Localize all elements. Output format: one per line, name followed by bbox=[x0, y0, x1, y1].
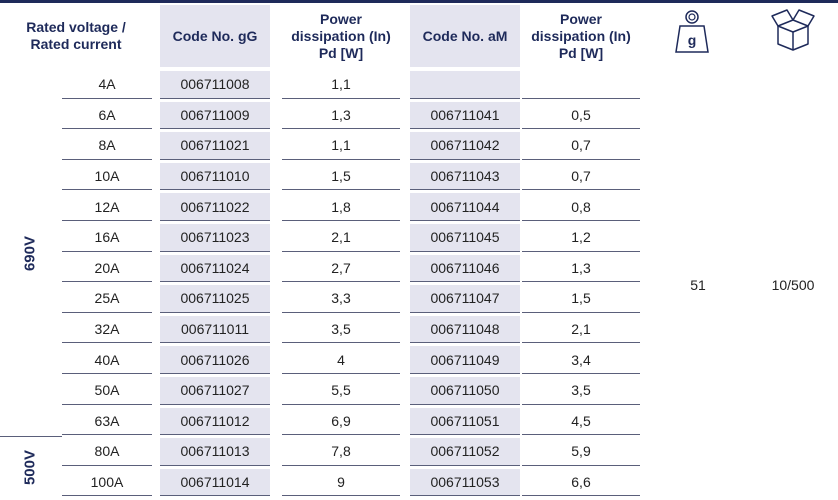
table-cell: 006711050 bbox=[410, 377, 520, 405]
table-cell: 006711053 bbox=[410, 468, 520, 497]
table-cell: 006711008 bbox=[160, 71, 270, 99]
weight-value: 51 bbox=[690, 277, 706, 294]
table-cell: 10A bbox=[62, 163, 152, 191]
table-cell: 006711013 bbox=[160, 438, 270, 466]
table-cell: 20A bbox=[62, 255, 152, 283]
table-cell: 006711048 bbox=[410, 315, 520, 344]
table-cell: 3,4 bbox=[522, 346, 640, 374]
table-cell: 2,1 bbox=[522, 316, 640, 344]
table-cell: 0,7 bbox=[522, 132, 640, 160]
table-cell: 006711014 bbox=[160, 468, 270, 497]
table-cell: 1,5 bbox=[282, 163, 400, 191]
table-cell bbox=[410, 71, 520, 99]
table-cell: 7,8 bbox=[282, 438, 400, 466]
weight-icon: g bbox=[675, 10, 709, 53]
weight-unit: g bbox=[688, 32, 697, 48]
table-cell: 006711052 bbox=[410, 438, 520, 466]
table-cell: 3,5 bbox=[522, 377, 640, 405]
table-cell: 006711012 bbox=[160, 407, 270, 436]
table-cell: 3,5 bbox=[282, 316, 400, 344]
table-cell: 006711023 bbox=[160, 224, 270, 252]
table-cell bbox=[522, 71, 640, 99]
table-cell: 006711044 bbox=[410, 193, 520, 221]
voltage-label: 690V bbox=[21, 235, 39, 271]
table-cell: 1,1 bbox=[282, 132, 400, 160]
table-cell: 1,3 bbox=[282, 102, 400, 130]
table-cell: 006711046 bbox=[410, 254, 520, 283]
table-cell: 1,3 bbox=[522, 255, 640, 283]
table-cell: 006711042 bbox=[410, 132, 520, 160]
table-cell: 6A bbox=[62, 102, 152, 130]
table-cell: 006711051 bbox=[410, 407, 520, 436]
table-cell: 0,7 bbox=[522, 163, 640, 191]
table-cell: 006711049 bbox=[410, 346, 520, 374]
table-cell: 1,5 bbox=[522, 285, 640, 313]
package-icon bbox=[771, 9, 815, 51]
table-cell: 006711022 bbox=[160, 193, 270, 221]
table-cell: 1,8 bbox=[282, 193, 400, 221]
table-cell: 006711009 bbox=[160, 101, 270, 130]
table-cell: 4A bbox=[62, 71, 152, 99]
table-cell: 6,9 bbox=[282, 408, 400, 436]
header-cell: Power dissipation (In) Pd [W] bbox=[291, 10, 391, 61]
table-cell: 0,5 bbox=[522, 102, 640, 130]
table-cell: 40A bbox=[62, 346, 152, 374]
table-cell: 12A bbox=[62, 193, 152, 221]
table-cell: 006711045 bbox=[410, 224, 520, 252]
table-cell: 4 bbox=[282, 346, 400, 374]
table-cell: 50A bbox=[62, 377, 152, 405]
top-rule bbox=[0, 0, 838, 3]
table-cell: 5,9 bbox=[522, 438, 640, 466]
package-value: 10/500 bbox=[771, 277, 815, 294]
table-cell: 006711025 bbox=[160, 285, 270, 313]
table-cell: 006711011 bbox=[160, 315, 270, 344]
table-cell: 006711026 bbox=[160, 346, 270, 374]
table-cell: 16A bbox=[62, 224, 152, 252]
table-cell: 1,1 bbox=[282, 71, 400, 99]
table-cell: 006711010 bbox=[160, 162, 270, 191]
table-cell: 5,5 bbox=[282, 377, 400, 405]
table-cell: 32A bbox=[62, 316, 152, 344]
table-cell: 006711021 bbox=[160, 132, 270, 160]
table-cell: 4,5 bbox=[522, 408, 640, 436]
table-cell: 80A bbox=[62, 438, 152, 466]
table-cell: 006711024 bbox=[160, 254, 270, 283]
table-cell: 006711043 bbox=[410, 162, 520, 191]
header-cell: Code No. aM bbox=[410, 5, 520, 67]
voltage-label: 500V bbox=[21, 449, 39, 485]
table-cell: 0,8 bbox=[522, 193, 640, 221]
table-cell: 006711047 bbox=[410, 285, 520, 313]
table-cell: 63A bbox=[62, 408, 152, 436]
table-cell: 2,1 bbox=[282, 224, 400, 252]
table-cell: 006711041 bbox=[410, 101, 520, 130]
table-cell: 100A bbox=[62, 469, 152, 497]
header-cell: Power dissipation (In) Pd [W] bbox=[531, 10, 631, 61]
header-cell: Code No. gG bbox=[160, 5, 270, 67]
table-cell: 8A bbox=[62, 132, 152, 160]
table-cell: 1,2 bbox=[522, 224, 640, 252]
table-cell: 6,6 bbox=[522, 469, 640, 497]
table-cell: 9 bbox=[282, 469, 400, 497]
table-cell: 2,7 bbox=[282, 255, 400, 283]
table-cell: 006711027 bbox=[160, 377, 270, 405]
header-cell: Rated voltage / Rated current bbox=[26, 19, 126, 52]
table-cell: 3,3 bbox=[282, 285, 400, 313]
group-divider bbox=[0, 436, 62, 438]
table-cell: 25A bbox=[62, 285, 152, 313]
